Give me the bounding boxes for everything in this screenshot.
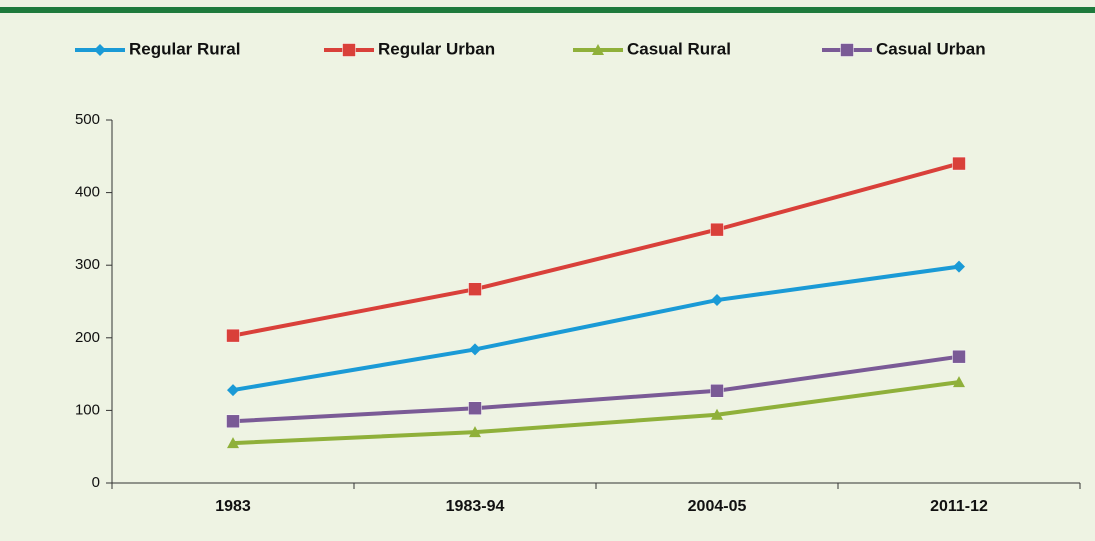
marker bbox=[952, 349, 966, 364]
marker bbox=[94, 44, 106, 56]
y-tick-label: 500 bbox=[75, 111, 100, 128]
x-tick-label: 1983 bbox=[215, 498, 251, 515]
series-line bbox=[232, 354, 960, 424]
marker bbox=[469, 426, 481, 438]
marker bbox=[227, 437, 239, 449]
legend-label: Regular Rural bbox=[129, 39, 240, 58]
y-tick-label: 400 bbox=[75, 184, 100, 201]
marker bbox=[468, 282, 482, 296]
marker bbox=[342, 43, 356, 57]
y-tick-label: 0 bbox=[92, 474, 100, 491]
x-tick-label: 2004-05 bbox=[688, 498, 747, 515]
x-tick-label: 1983-94 bbox=[446, 498, 505, 515]
series-line bbox=[232, 264, 960, 393]
y-tick-label: 300 bbox=[75, 256, 100, 273]
legend-label: Regular Urban bbox=[378, 39, 495, 58]
marker bbox=[952, 156, 966, 171]
y-tick-label: 200 bbox=[75, 329, 100, 346]
marker bbox=[840, 43, 854, 57]
marker bbox=[468, 401, 482, 415]
legend-label: Casual Urban bbox=[876, 39, 986, 58]
marker bbox=[953, 376, 965, 388]
series-line bbox=[232, 380, 960, 446]
marker bbox=[710, 222, 724, 237]
marker bbox=[711, 294, 723, 307]
marker bbox=[953, 260, 965, 273]
marker bbox=[711, 408, 723, 420]
top-bar bbox=[0, 7, 1095, 13]
marker bbox=[710, 384, 724, 398]
marker bbox=[226, 414, 240, 429]
legend-label: Casual Rural bbox=[627, 39, 731, 58]
marker bbox=[592, 44, 604, 55]
x-tick-label: 2011-12 bbox=[930, 498, 988, 515]
marker bbox=[226, 328, 240, 343]
marker bbox=[227, 384, 239, 397]
marker bbox=[469, 343, 481, 356]
series-line bbox=[232, 161, 960, 338]
y-tick-label: 100 bbox=[75, 401, 100, 418]
